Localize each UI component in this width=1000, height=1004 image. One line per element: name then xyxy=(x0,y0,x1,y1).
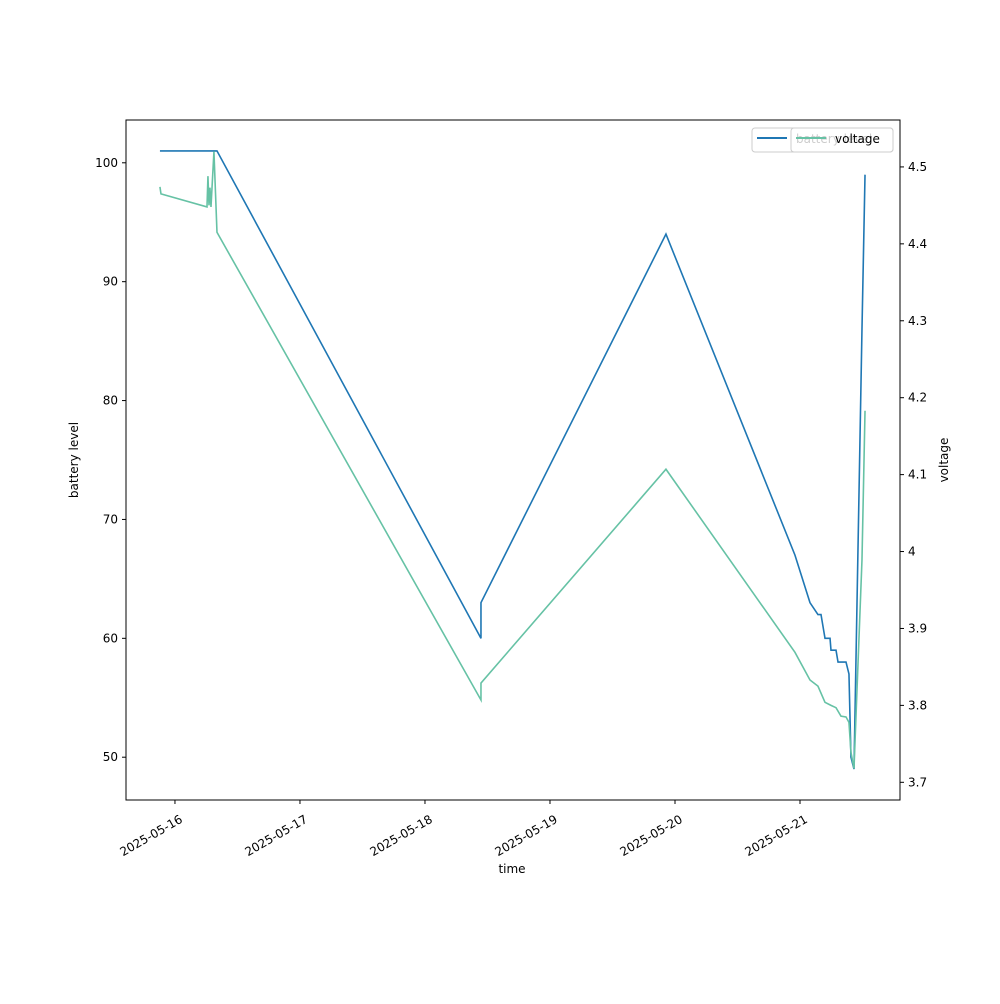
y-tick-label: 70 xyxy=(103,512,118,526)
x-tick-label: 2025-05-17 xyxy=(242,812,309,859)
y2-tick-label: 4.1 xyxy=(908,468,927,482)
x-tick-label: 2025-05-19 xyxy=(492,812,559,859)
y-tick-label: 80 xyxy=(103,394,118,408)
x-tick-label: 2025-05-20 xyxy=(617,812,684,859)
x-tick-label: 2025-05-18 xyxy=(367,812,434,859)
legend-box xyxy=(790,127,894,153)
y2-tick-label: 4.5 xyxy=(908,160,927,174)
x-tick-label: 2025-05-16 xyxy=(117,812,184,859)
legend-label: voltage xyxy=(835,132,880,146)
y-tick-label: 50 xyxy=(103,750,118,764)
plot-frame xyxy=(125,119,901,801)
y2-tick-label: 3.7 xyxy=(908,775,927,789)
y2-axis-label: voltage xyxy=(937,438,951,483)
y-axis-label: battery level xyxy=(67,422,81,498)
x-axis-label: time xyxy=(498,862,525,876)
y-tick-label: 60 xyxy=(103,631,118,645)
data-line xyxy=(159,150,866,770)
y2-tick-label: 4 xyxy=(908,545,916,559)
legend: voltage xyxy=(790,127,894,153)
data-line xyxy=(159,151,866,769)
y2-tick-label: 3.8 xyxy=(908,698,927,712)
x-tick-label: 2025-05-21 xyxy=(742,812,809,859)
y2-tick-label: 3.9 xyxy=(908,621,927,635)
y2-tick-label: 4.4 xyxy=(908,237,927,251)
y-tick-label: 100 xyxy=(95,156,118,170)
y2-tick-label: 4.3 xyxy=(908,314,927,328)
y2-tick-label: 4.2 xyxy=(908,391,927,405)
y-tick-label: 90 xyxy=(103,275,118,289)
